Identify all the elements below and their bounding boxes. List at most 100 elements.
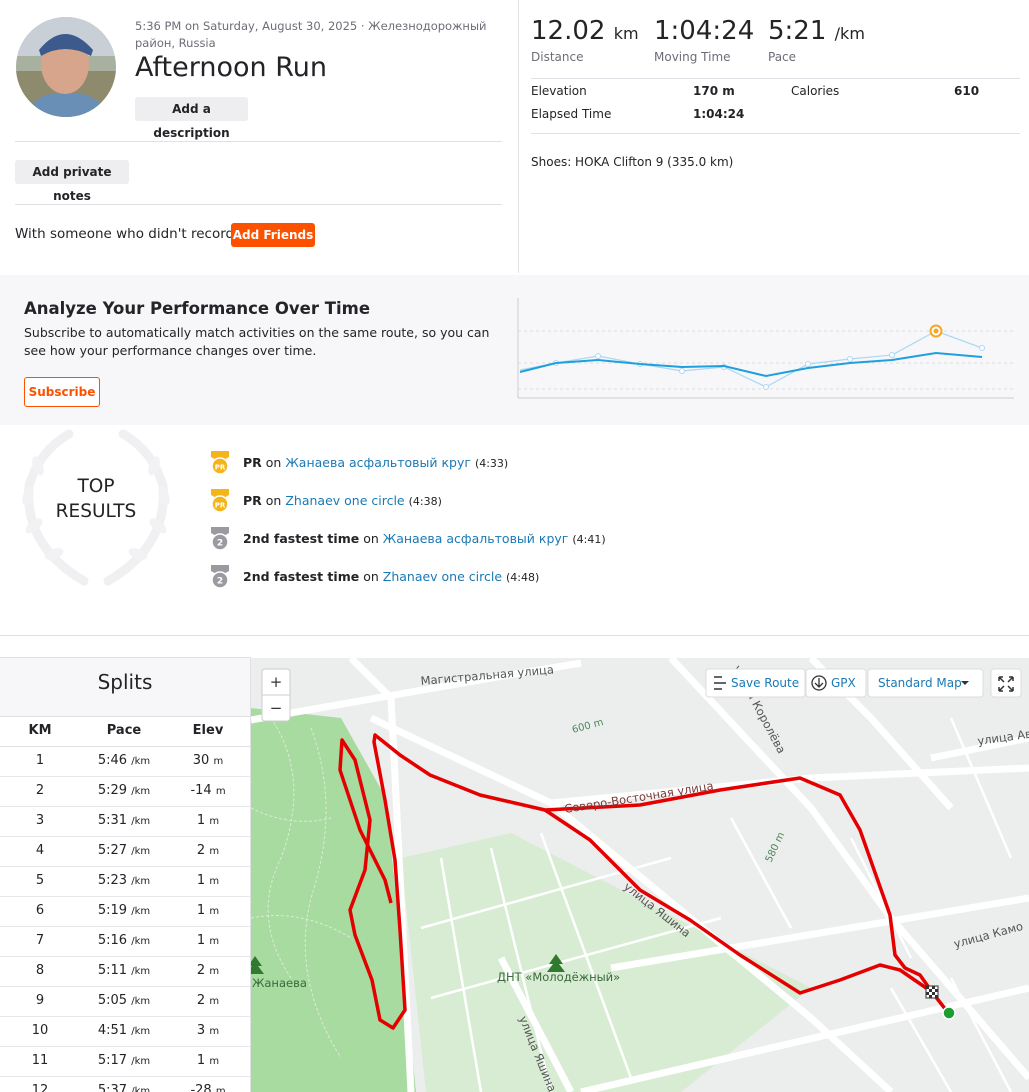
elev-value: 2 — [196, 993, 206, 1008]
badge-medal — [211, 457, 229, 475]
connector: on — [265, 493, 282, 508]
location: · Железнодорожный район, Russia — [135, 19, 487, 50]
split-elev: -28 m — [190, 1076, 225, 1092]
split-row: 2 5:29 /km -14 m — [0, 776, 250, 807]
achievement: PR — [243, 455, 262, 470]
split-pace: 5:23 /km — [98, 866, 150, 897]
badge-medal — [211, 495, 229, 513]
result-line: 2nd fastest time on Жанаева асфальтовый … — [243, 531, 606, 546]
pace-unit: /km — [131, 936, 151, 947]
zoom-in-button[interactable]: + — [270, 673, 283, 691]
split-row: 8 5:11 /km 2 m — [0, 956, 250, 987]
route — [338, 733, 948, 1030]
achievement-badge: 2 — [211, 527, 229, 551]
split-km: 1 — [35, 753, 45, 768]
add-friends-button[interactable]: Add Friends — [231, 223, 315, 247]
stat-number: 12.02 — [531, 16, 606, 46]
segment-link[interactable]: Zhanaev one circle — [382, 569, 503, 584]
splits-header — [0, 658, 250, 717]
pace-unit: /km — [131, 1056, 151, 1067]
shoes: Shoes: HOKA Clifton 9 (335.0 km) — [531, 155, 734, 169]
attempt-points — [553, 345, 985, 390]
map-type-select[interactable] — [867, 668, 984, 698]
dropdown-caret — [961, 681, 969, 685]
badge-label: 2 — [217, 577, 223, 587]
park-icon — [251, 956, 264, 974]
split-row: 1 5:46 /km 30 m — [0, 746, 250, 777]
elev-unit: m — [209, 876, 220, 887]
elev-unit: m — [209, 1026, 220, 1037]
stat-label: Calories — [791, 84, 840, 98]
elev-value: 1 — [196, 873, 206, 888]
result-line: PR on Zhanaev one circle (4:38) — [243, 493, 442, 508]
zoom-out-button[interactable]: − — [270, 699, 283, 717]
fullscreen-button[interactable] — [990, 668, 1022, 698]
fullscreen-icon — [998, 676, 1014, 692]
achievement-badge: 2 — [211, 565, 229, 589]
pace-value: 5:46 — [97, 753, 128, 768]
elev-unit: m — [209, 846, 220, 857]
badge-medal — [211, 533, 229, 551]
elev-value: 2 — [196, 843, 206, 858]
stat-label: Elevation — [531, 84, 587, 98]
roads — [251, 658, 1029, 1092]
elev-value: 2 — [196, 963, 206, 978]
pace-value: 5:17 — [97, 1053, 128, 1068]
activity-meta: 5:36 PM on Saturday, August 30, 2025 · Ж… — [135, 18, 500, 52]
activity-title: Afternoon Run — [135, 52, 327, 83]
badge-medal — [211, 571, 229, 589]
badge-label: PR — [215, 464, 226, 472]
segment-time: (4:41) — [572, 533, 606, 546]
result-line: PR on Жанаева асфальтовый круг (4:33) — [243, 455, 508, 470]
pace-unit: /km — [131, 756, 151, 767]
gpx-label[interactable]: GPX — [831, 676, 856, 690]
pace-unit: /km — [131, 786, 151, 797]
split-elev: 2 m — [197, 836, 219, 867]
split-km: 10 — [31, 1023, 49, 1038]
route-icon — [714, 676, 726, 690]
pace-value: 5:27 — [97, 843, 128, 858]
pace-value: 5:37 — [97, 1083, 128, 1092]
map-type-label[interactable]: Standard Map — [878, 676, 962, 690]
split-pace: 5:29 /km — [98, 776, 150, 807]
segment-link[interactable]: Zhanaev one circle — [285, 493, 405, 508]
minor-roads — [420, 717, 1013, 1092]
result-line: 2nd fastest time on Zhanaev one circle (… — [243, 569, 539, 584]
save-route-label[interactable]: Save Route — [731, 676, 799, 690]
elev-unit: m — [213, 756, 224, 767]
add-private-notes-button[interactable]: Add private notes — [15, 160, 129, 203]
elev-value: -28 — [190, 1083, 212, 1092]
pace-value: 5:05 — [97, 993, 128, 1008]
elev-unit: m — [209, 906, 220, 917]
pace-value: 5:19 — [97, 903, 128, 918]
map-label: Жанаева — [252, 976, 307, 990]
save-route-button[interactable] — [705, 668, 806, 698]
split-elev: 3 m — [197, 1016, 219, 1047]
segment-link[interactable]: Жанаева асфальтовый круг — [382, 531, 569, 546]
divider — [0, 635, 1029, 636]
stat-unit: km — [613, 24, 639, 43]
segment-time: (4:48) — [506, 571, 540, 584]
stat-number: 1:04:24 — [654, 16, 755, 46]
map-label: ДНТ «Молодёжный» — [497, 970, 620, 984]
finish-marker — [926, 986, 938, 998]
highlight-point — [933, 328, 939, 334]
split-pace: 5:11 /km — [98, 956, 150, 987]
add-description-button[interactable]: Add a description — [135, 97, 248, 140]
top-results-title: RESULTS — [55, 501, 137, 522]
elev-unit: m — [215, 786, 226, 797]
pace-value: 5:16 — [97, 933, 128, 948]
column-header: Elev — [192, 723, 224, 738]
trend-line — [519, 351, 983, 378]
segment-link[interactable]: Жанаева асфальтовый круг — [285, 455, 471, 470]
pace-unit: /km — [131, 846, 151, 857]
elev-value: 1 — [196, 813, 206, 828]
split-elev: 2 m — [197, 956, 219, 987]
elev-value: 3 — [196, 1023, 206, 1038]
divider — [15, 204, 502, 205]
park-icon — [547, 954, 565, 972]
stat-number: 5:21 — [768, 16, 827, 46]
attempts-line — [519, 330, 983, 388]
subscribe-button[interactable]: Subscribe — [24, 377, 100, 407]
